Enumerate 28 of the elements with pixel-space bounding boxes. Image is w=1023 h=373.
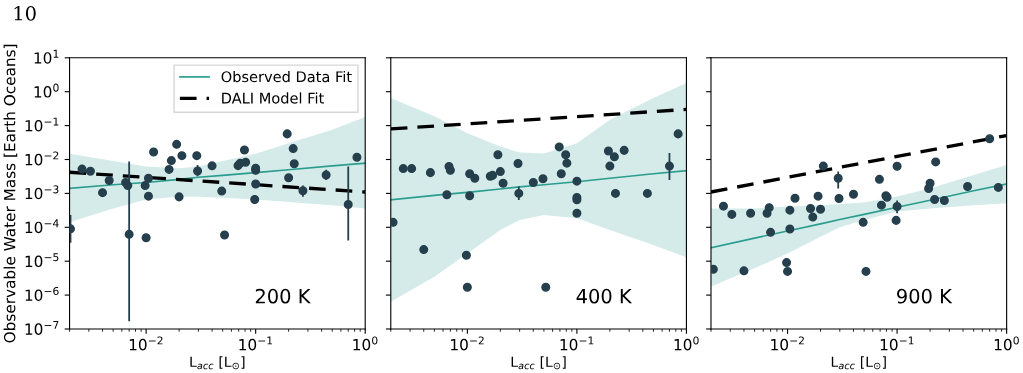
x-tick-label: 10$^{−2}$: [451, 336, 484, 351]
legend-label: Observed Data Fit: [221, 70, 352, 83]
annotation: 400 K: [576, 288, 633, 304]
y-tick-label: 10$^{−4}$: [25, 219, 59, 234]
legend-label: DALI Model Fit: [222, 92, 324, 104]
y-tick-label: 10$^{−3}$: [25, 185, 59, 200]
x-axis-title: L$_{acc}$ [L$_{⊙}$]: [190, 356, 245, 370]
x-tick-label: 10$^{0}$: [674, 336, 699, 351]
y-tick-label: 10$^{−5}$: [25, 253, 59, 268]
x-axis-title: L$_{acc}$ [L$_{⊙}$]: [831, 356, 886, 370]
y-tick-label: 10$^{−2}$: [25, 151, 59, 166]
y-tick-label: 10$^{1}$: [34, 49, 59, 64]
x-tick-label: 10$^{−2}$: [771, 336, 804, 351]
x-tick-label: 10$^{0}$: [353, 336, 378, 351]
y-tick-label: 10$^{−7}$: [25, 321, 59, 335]
x-tick-label: 10$^{−1}$: [239, 336, 273, 351]
y-tick-label: 10$^{0}$: [34, 83, 59, 98]
x-tick-label: 10$^{−1}$: [880, 336, 914, 351]
x-tick-label: 10$^{−2}$: [129, 336, 163, 351]
y-tick-label: 10$^{−6}$: [25, 286, 59, 301]
annotation: 200 K: [255, 288, 311, 304]
text: 10: [14, 5, 36, 21]
x-tick-label: 10$^{0}$: [994, 336, 1019, 351]
y-axis-title: Observable Water Mass [Earth Oceans]: [3, 44, 18, 343]
x-tick-label: 10$^{−1}$: [560, 336, 594, 351]
y-tick-label: 10$^{−1}$: [25, 117, 59, 132]
annotation: 900 K: [897, 288, 953, 304]
x-axis-title: L$_{acc}$ [L$_{⊙}$]: [511, 356, 566, 370]
